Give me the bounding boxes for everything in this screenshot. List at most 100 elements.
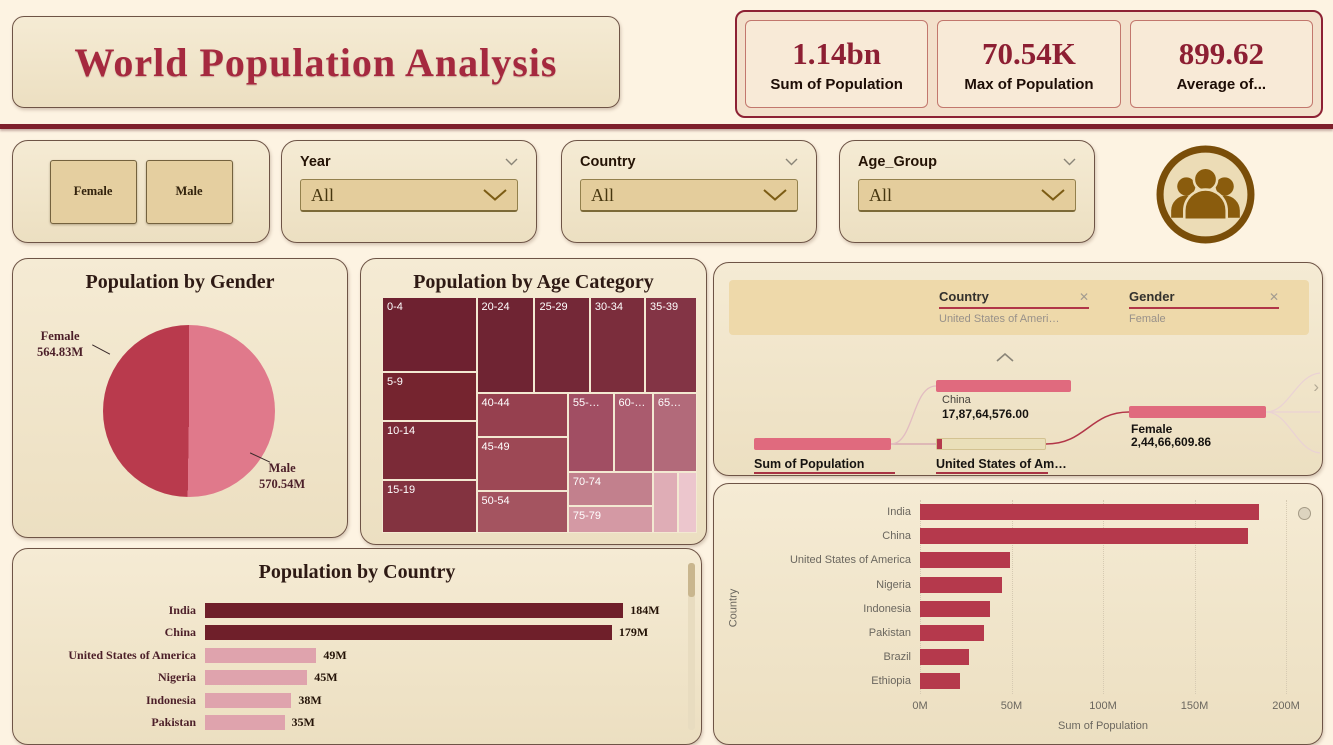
x-axis-title: Sum of Population (1058, 720, 1148, 732)
close-icon[interactable]: ✕ (1078, 289, 1089, 304)
sum-bar[interactable] (920, 673, 961, 690)
sum-chart-ticks: 0M 50M 100M 150M 200M (912, 700, 1299, 714)
node-bar-united-states[interactable] (936, 438, 1046, 450)
sum-bar-row (920, 645, 1286, 669)
filter-value: Female (1129, 313, 1166, 325)
year-dropdown[interactable]: All (300, 179, 518, 212)
treemap-tile-3034[interactable]: 30-34 (589, 297, 646, 394)
node-bar-female[interactable] (1129, 406, 1266, 418)
kpi-label: Max of Population (964, 75, 1094, 93)
treemap-tile-59[interactable]: 5-9 (382, 372, 477, 421)
bar-value-label: 184M (630, 602, 660, 617)
bar-value-label: 49M (323, 647, 347, 662)
axis-category-label: Indonesia (863, 602, 911, 615)
kpi-value: 70.54K (982, 35, 1076, 71)
sum-bar-row (920, 548, 1286, 572)
treemap-tile-2529[interactable]: 25-29 (534, 297, 590, 394)
sum-bar[interactable] (920, 576, 1003, 593)
kpi-value: 899.62 (1178, 35, 1264, 71)
year-selected-value: All (311, 184, 335, 205)
country-label: Country (580, 154, 636, 170)
chevron-down-icon[interactable] (1063, 158, 1076, 166)
scroll-indicator[interactable] (1298, 507, 1311, 520)
treemap-tile-7074[interactable]: 70-74 (567, 471, 653, 506)
chart-title: Population by Gender (85, 271, 275, 293)
sum-chart-bars (920, 500, 1286, 694)
gridline (1103, 500, 1104, 694)
sum-bar[interactable] (920, 528, 1248, 545)
chart-title: Population by Country (258, 561, 456, 583)
x-tick-label: 0M (912, 700, 928, 712)
axis-category-label: India (887, 506, 911, 518)
sum-bar[interactable] (920, 504, 1259, 521)
axis-category-label: Brazil (883, 651, 911, 664)
pie-leader-line (91, 344, 111, 356)
country-bar[interactable] (205, 647, 317, 663)
country-bar[interactable] (205, 715, 285, 731)
kpi-average-of-population: 899.62 Average of... (1129, 20, 1313, 108)
gender-pie-card: Population by Gender Female 564.83M Male… (12, 258, 348, 538)
treemap-tile-4044[interactable]: 40-44 (476, 393, 568, 438)
country-bar-row: Indonesia 38M (17, 689, 671, 712)
country-bar-row: India 184M (17, 599, 671, 622)
male-button[interactable]: Male (145, 159, 233, 224)
bar-category-label: Nigeria (158, 670, 196, 685)
country-dropdown[interactable]: All (580, 179, 798, 212)
page-title: World Population Analysis (74, 39, 558, 85)
node-bar-china[interactable] (936, 380, 1071, 392)
age-group-selected-value: All (869, 184, 893, 205)
country-bar-row: Nigeria 45M (17, 667, 671, 690)
treemap-tile-04[interactable]: 0-4 (382, 297, 477, 373)
chevron-down-icon[interactable] (785, 158, 798, 166)
people-icon (1155, 144, 1256, 245)
treemap-tile-55[interactable]: 55-… (567, 393, 614, 472)
country-bar-row: Pakistan 35M (17, 712, 671, 735)
age-group-dropdown[interactable]: All (858, 179, 1076, 212)
bar-category-label: India (168, 602, 196, 617)
treemap-tile-2024[interactable]: 20-24 (476, 297, 535, 394)
treemap-tile-65[interactable]: 65… (652, 393, 697, 472)
sum-bar[interactable] (920, 649, 970, 666)
country-bar[interactable] (205, 670, 308, 686)
sum-bar[interactable] (920, 600, 990, 617)
bar-value-label: 179M (618, 625, 649, 640)
age-treemap: 0-4 5-9 10-14 15-19 20-24 25-29 30-34 35-39 40-4… (382, 297, 697, 533)
chevron-right-icon[interactable]: › (1313, 377, 1319, 396)
gender-pie[interactable] (103, 325, 275, 497)
sum-bar[interactable] (920, 625, 985, 642)
axis-category-label: Nigeria (876, 578, 911, 591)
sum-bar-row (920, 669, 1286, 693)
treemap-tile-small[interactable] (678, 471, 697, 533)
female-button[interactable]: Female (49, 159, 137, 224)
chevron-up-icon[interactable] (996, 349, 1014, 367)
treemap-tile-1519[interactable]: 15-19 (382, 479, 477, 533)
scrollbar-thumb[interactable] (688, 563, 695, 597)
sum-bar[interactable] (920, 552, 1010, 569)
age-group-dropdown-card: Age_Group All (839, 140, 1095, 243)
kpi-value: 1.14bn (792, 35, 882, 71)
treemap-tile-5054[interactable]: 50-54 (476, 490, 568, 533)
country-bar-row: China 179M (17, 622, 671, 645)
country-bar[interactable] (205, 602, 624, 618)
treemap-tile-1014[interactable]: 10-14 (382, 420, 477, 480)
sum-bar-row (920, 597, 1286, 621)
chevron-down-icon (763, 189, 787, 201)
axis-category-label: China (882, 530, 911, 543)
filter-value: United States of Ameri… (939, 313, 1060, 325)
treemap-tile-3539[interactable]: 35-39 (645, 297, 697, 394)
treemap-tile-small[interactable] (652, 471, 679, 533)
treemap-tile-4549[interactable]: 45-49 (476, 437, 568, 491)
kpi-label: Sum of Population (770, 75, 903, 93)
vertical-scrollbar[interactable] (688, 563, 695, 730)
chevron-down-icon[interactable] (505, 158, 518, 166)
x-tick-label: 200M (1272, 700, 1300, 712)
country-bar[interactable] (205, 625, 612, 641)
close-icon[interactable]: ✕ (1268, 289, 1279, 304)
country-bar[interactable] (205, 692, 292, 708)
gridline (1194, 500, 1196, 694)
node-bar-sum-of-population[interactable] (754, 438, 891, 450)
treemap-tile-60[interactable]: 60-… (613, 393, 653, 472)
axis-category-label: Ethiopia (871, 675, 911, 688)
gender-slicer-card: Female Male (12, 140, 270, 243)
treemap-tile-7579[interactable]: 75-79 (567, 505, 653, 533)
